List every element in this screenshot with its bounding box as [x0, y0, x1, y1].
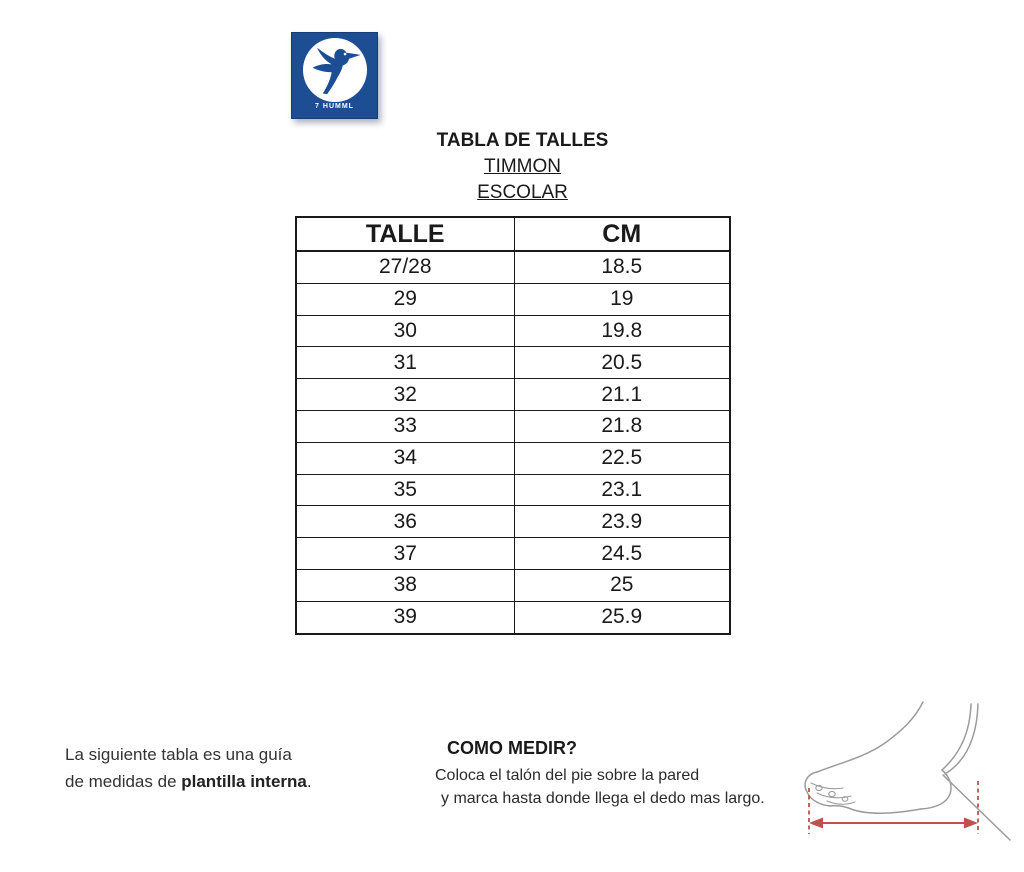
guide-note-line1: La siguiente tabla es una guía — [65, 745, 292, 764]
table-cell: 25.9 — [513, 600, 731, 635]
table-cell: 19 — [513, 282, 731, 316]
table-cell: 30 — [295, 314, 515, 348]
logo-text: 7 HUMML — [315, 103, 354, 110]
foot-side-view-diagram — [804, 701, 1011, 841]
table-header-row: TALLE CM — [295, 216, 731, 252]
size-table: TALLE CM 27/28 18.5 29 19 30 19.8 31 20.5 32 21.1… — [295, 216, 731, 635]
table-cell: 39 — [295, 600, 515, 635]
table-cell: 36 — [295, 505, 515, 539]
table-row: 29 19 — [295, 282, 731, 316]
guide-note-line2-suffix: . — [306, 772, 312, 791]
table-row: 36 23.9 — [295, 505, 731, 539]
table-cell: 21.1 — [513, 378, 731, 411]
table-cell: 35 — [295, 473, 515, 507]
column-header-cm: CM — [513, 216, 731, 252]
size-table-body: 27/28 18.5 29 19 30 19.8 31 20.5 32 21.1 33 21.8 34 2… — [295, 250, 731, 635]
table-cell: 24.5 — [513, 537, 731, 570]
table-row: 33 21.8 — [295, 409, 731, 443]
how-to-measure-line1: Coloca el talón del pie sobre la pared — [435, 767, 700, 784]
table-row: 27/28 18.5 — [295, 250, 731, 284]
table-row: 30 19.8 — [295, 314, 731, 348]
table-row: 39 25.9 — [295, 600, 731, 635]
table-cell: 27/28 — [295, 250, 515, 284]
table-cell: 38 — [295, 568, 515, 602]
table-cell: 29 — [295, 282, 515, 316]
title-block: TABLA DE TALLES TIMMON ESCOLAR — [300, 128, 745, 206]
table-row: 38 25 — [295, 568, 731, 602]
column-header-talle: TALLE — [295, 216, 515, 252]
hummingbird-icon — [312, 47, 361, 95]
table-cell: 32 — [295, 378, 515, 411]
guide-note-line2: de medidas de plantilla interna. — [65, 768, 312, 795]
table-cell: 31 — [295, 346, 515, 380]
table-row: 35 23.1 — [295, 473, 731, 507]
table-cell: 20.5 — [513, 346, 731, 380]
table-row: 37 24.5 — [295, 537, 731, 570]
guide-note-line2-prefix: de medidas de — [65, 772, 182, 791]
how-to-measure-heading: COMO MEDIR? — [447, 738, 577, 758]
table-cell: 33 — [295, 409, 515, 443]
table-cell: 34 — [295, 441, 515, 475]
logo-circle — [302, 38, 367, 102]
table-cell: 25 — [513, 568, 731, 602]
page-title: TABLA DE TALLES — [436, 130, 609, 151]
table-cell: 23.1 — [513, 473, 731, 507]
guide-note: La siguiente tabla es una guía de medida… — [65, 741, 312, 795]
table-cell: 19.8 — [513, 314, 731, 348]
product-line: ESCOLAR — [477, 182, 568, 203]
table-cell: 37 — [295, 537, 515, 570]
brand-name: TIMMON — [483, 156, 562, 177]
table-cell: 21.8 — [513, 409, 731, 443]
brand-logo: 7 HUMML — [291, 32, 378, 119]
table-cell: 22.5 — [513, 441, 731, 475]
guide-note-line2-bold: plantilla interna — [181, 772, 307, 791]
table-row: 31 20.5 — [295, 346, 731, 380]
measure-length-arrow — [808, 781, 979, 834]
how-to-measure-line2: y marca hasta donde llega el dedo mas la… — [441, 790, 765, 807]
how-to-measure: COMO MEDIR? Coloca el talón del pie sobr… — [435, 737, 765, 810]
table-row: 32 21.1 — [295, 378, 731, 411]
table-cell: 23.9 — [513, 505, 731, 539]
table-cell: 18.5 — [513, 250, 731, 284]
table-row: 34 22.5 — [295, 441, 731, 475]
